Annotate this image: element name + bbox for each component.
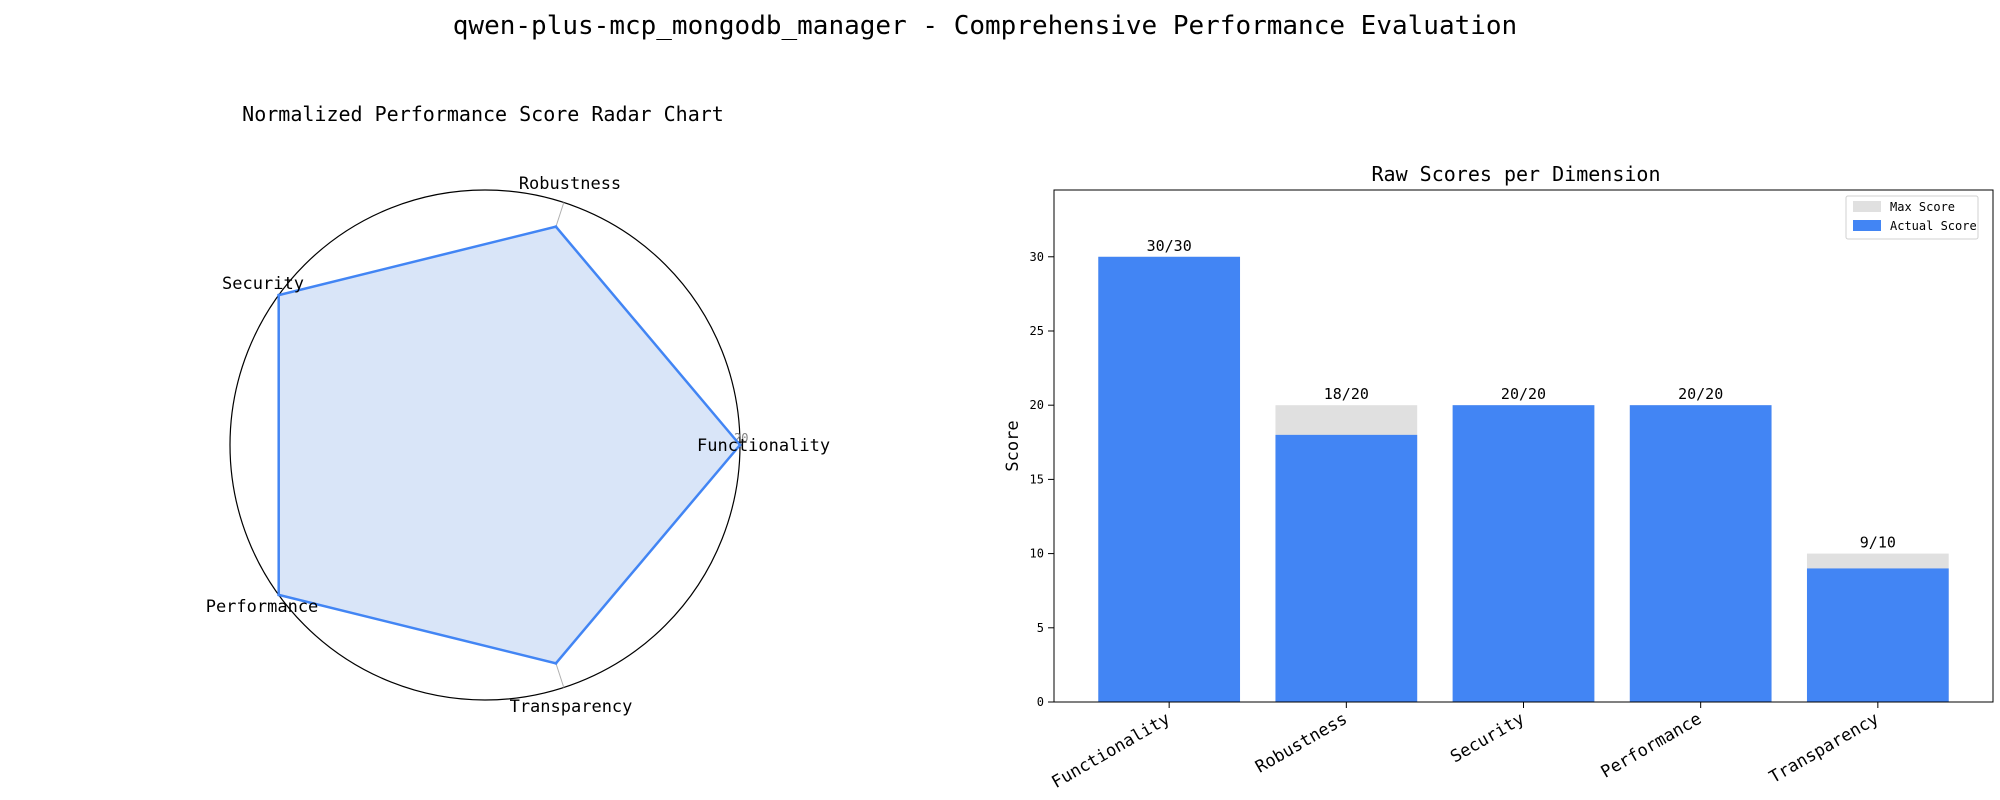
radar-data [277, 225, 742, 665]
radar-title: Normalized Performance Score Radar Chart [242, 102, 724, 126]
bar-actual-performance [1629, 405, 1772, 702]
radar-point-robustness [554, 225, 558, 229]
bar-actual-robustness [1275, 434, 1418, 702]
bar-chart: Raw Scores per Dimension 30/30 18/20 20/20… [1003, 162, 1994, 793]
radar-label-robustness: Robustness [519, 174, 621, 194]
x-tick-label-transparency: Transparency [1766, 709, 1882, 788]
x-tick-label-security: Security [1447, 709, 1528, 767]
bar-value-label: 20/20 [1678, 385, 1723, 403]
radar-point-functionality [738, 443, 742, 447]
plot-frame [1053, 189, 1994, 703]
y-tick-label: 0 [1037, 695, 1044, 709]
bar-value-label: 30/30 [1147, 237, 1192, 255]
bar-actual-security [1452, 405, 1595, 702]
bar-title: Raw Scores per Dimension [1372, 162, 1661, 186]
bar-value-label: 20/20 [1501, 385, 1546, 403]
y-tick-label: 10 [1030, 547, 1044, 561]
bar-actual-transparency [1806, 568, 1949, 702]
y-axis-label: Score [1003, 420, 1023, 471]
radar-label-transparency: Transparency [510, 697, 633, 717]
radar-area [278, 226, 740, 664]
x-tick-label-performance: Performance [1598, 709, 1706, 783]
x-tick-label-functionality: Functionality [1048, 709, 1173, 793]
legend: Max Score Actual Score [1845, 195, 1979, 240]
radar-point-performance [277, 593, 281, 597]
legend-swatch-max-score [1853, 201, 1881, 212]
radar-label-performance: Performance [206, 597, 319, 617]
y-tick-label: 20 [1030, 398, 1044, 412]
figure-title: qwen-plus-mcp_mongodb_manager - Comprehe… [453, 11, 1517, 41]
bar-series: 30/30 18/20 20/20 20/20 9/10 [1098, 237, 1949, 702]
bar-value-label: 9/10 [1860, 534, 1896, 552]
y-tick-label: 30 [1030, 250, 1044, 264]
y-tick-label: 5 [1037, 621, 1044, 635]
legend-label-actual-score: Actual Score [1890, 219, 1977, 233]
radar-axis-labels: Functionality Robustness Security Performan… [206, 174, 830, 717]
radar-line [277, 225, 742, 665]
radar-point-transparency [554, 661, 558, 665]
bar-actual-functionality [1098, 256, 1241, 702]
bar-value-label: 18/20 [1324, 385, 1369, 403]
radar-chart: Normalized Performance Score Radar Chart… [206, 102, 830, 717]
radar-point-security [277, 293, 281, 297]
radar-label-security: Security [222, 274, 304, 294]
radar-label-functionality: Functionality [697, 436, 830, 456]
x-tick-label-robustness: Robustness [1252, 709, 1351, 778]
y-tick-label: 25 [1030, 324, 1044, 338]
y-tick-label: 15 [1030, 472, 1044, 486]
legend-swatch-actual-score [1853, 220, 1881, 231]
legend-label-max-score: Max Score [1890, 200, 1955, 214]
